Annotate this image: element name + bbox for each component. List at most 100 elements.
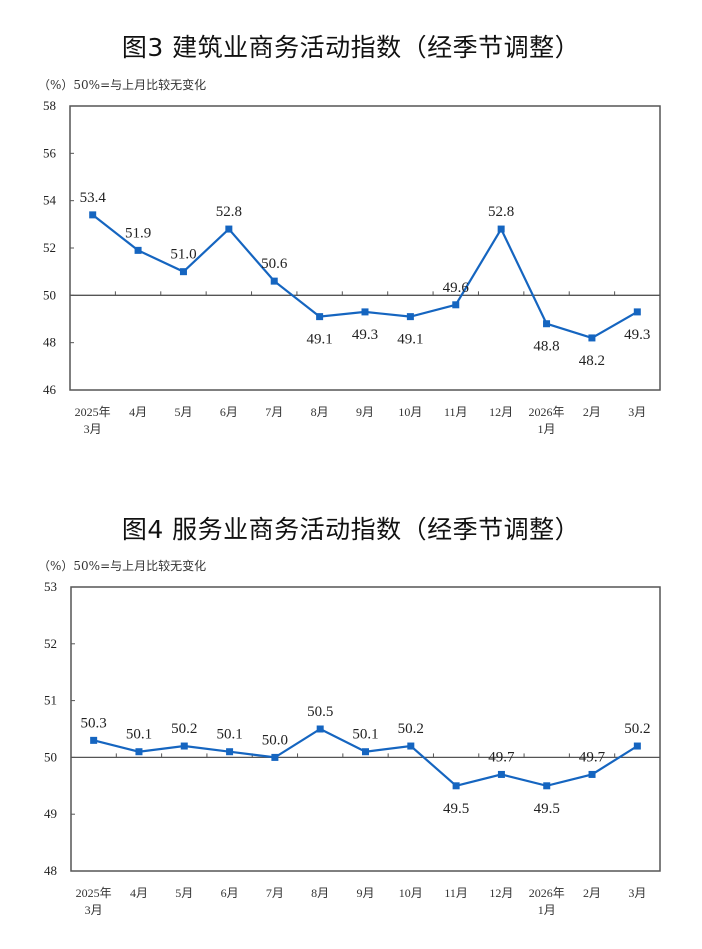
data-point-marker (407, 742, 415, 750)
plot-frame (70, 586, 661, 872)
data-point-marker (633, 308, 641, 316)
data-label: 49.1 (397, 332, 423, 348)
x-tick-label: 2月 (583, 405, 601, 419)
data-label: 52.8 (488, 204, 514, 220)
x-tick-label: 2026年 (529, 405, 565, 419)
y-tick-label: 53 (44, 579, 57, 594)
data-point-marker (543, 320, 551, 328)
y-tick-label: 49 (44, 806, 57, 821)
data-point-marker (89, 211, 97, 219)
data-label: 50.6 (261, 256, 288, 272)
chart-title: 图4 服务业商务活动指数（经季节调整） (121, 515, 581, 544)
data-point-marker (633, 742, 641, 750)
data-label: 49.3 (624, 327, 650, 343)
x-tick-label: 9月 (356, 405, 374, 419)
x-tick-label: 4月 (129, 405, 147, 419)
data-point-marker (180, 742, 188, 750)
data-label: 50.2 (171, 721, 197, 737)
data-label: 49.3 (352, 327, 378, 343)
y-tick-label: 54 (43, 193, 57, 208)
data-label: 49.5 (443, 801, 469, 817)
y-tick-label: 52 (43, 240, 56, 255)
data-point-marker (452, 301, 460, 309)
x-tick-label: 7月 (266, 886, 284, 900)
data-point-marker (271, 753, 279, 761)
y-tick-label: 52 (44, 636, 57, 651)
data-point-marker (362, 748, 369, 756)
x-tick-label: 2025年 (76, 886, 112, 900)
data-label: 50.2 (624, 721, 650, 737)
x-tick-label: 1月 (538, 903, 556, 917)
data-point-marker (543, 782, 551, 790)
data-label: 50.1 (216, 727, 242, 743)
x-tick-label: 5月 (174, 405, 192, 419)
data-point-marker (497, 770, 505, 778)
data-label: 52.8 (216, 204, 242, 220)
chart-construction: 图3 建筑业商务活动指数（经季节调整） （%）50%=与上月比较无变化 46 48… (0, 0, 702, 470)
y-tick-label: 56 (43, 145, 57, 160)
data-label: 49.7 (488, 749, 515, 765)
unit-note: （%）50%=与上月比较无变化 (38, 559, 207, 573)
data-label: 49.7 (579, 749, 606, 765)
data-label: 50.2 (398, 721, 424, 737)
data-point-marker (316, 725, 324, 733)
data-label: 49.6 (443, 280, 470, 296)
x-tick-label: 8月 (311, 886, 329, 900)
data-point-marker (179, 268, 187, 276)
x-tick-label: 11月 (444, 405, 468, 419)
data-label: 49.1 (306, 332, 332, 348)
x-tick-label: 8月 (311, 405, 329, 419)
x-tick-label: 3月 (628, 886, 646, 900)
data-point-marker (316, 313, 324, 321)
data-point-marker (588, 334, 596, 342)
x-tick-label: 12月 (489, 405, 513, 419)
y-tick-label: 48 (43, 335, 56, 350)
data-point-marker (225, 225, 233, 233)
x-tick-label: 11月 (444, 886, 468, 900)
x-tick-label: 10月 (399, 886, 423, 900)
chart-title: 图3 建筑业商务活动指数（经季节调整） (121, 33, 581, 62)
x-tick-label: 2026年 (529, 886, 565, 900)
data-point-marker (270, 277, 278, 285)
x-tick-label: 4月 (130, 886, 148, 900)
data-label: 51.0 (170, 247, 196, 263)
x-tick-label: 1月 (538, 422, 556, 436)
data-point-marker (452, 782, 460, 790)
x-tick-label: 5月 (175, 886, 193, 900)
x-tick-label: 2025年 (75, 405, 111, 419)
data-point-marker (90, 736, 98, 744)
data-label: 53.4 (80, 190, 107, 206)
x-tick-label: 9月 (356, 886, 374, 900)
data-point-marker (135, 748, 143, 756)
data-point-marker (497, 225, 505, 233)
x-tick-label: 10月 (398, 405, 422, 419)
data-label: 50.1 (126, 727, 152, 743)
data-point-marker (361, 308, 369, 316)
x-tick-label: 6月 (220, 405, 238, 419)
y-tick-label: 46 (43, 382, 57, 397)
y-tick-label: 48 (44, 863, 57, 878)
x-tick-label: 3月 (85, 903, 103, 917)
data-label: 51.9 (125, 225, 151, 241)
y-tick-label: 58 (43, 98, 56, 113)
x-tick-label: 7月 (265, 405, 283, 419)
y-tick-label: 51 (44, 693, 57, 708)
data-point-marker (588, 770, 596, 778)
x-tick-label: 3月 (84, 422, 102, 436)
data-label: 50.1 (352, 727, 378, 743)
x-tick-label: 6月 (221, 886, 239, 900)
data-label: 48.2 (579, 353, 605, 369)
data-point-marker (406, 313, 414, 321)
x-tick-label: 2月 (583, 886, 601, 900)
unit-note: （%）50%=与上月比较无变化 (38, 78, 207, 92)
y-tick-label: 50 (44, 749, 57, 764)
x-tick-label: 12月 (489, 886, 513, 900)
data-label: 50.3 (81, 715, 107, 731)
data-label: 50.5 (307, 704, 333, 720)
data-label: 49.5 (534, 801, 560, 817)
data-label: 48.8 (533, 339, 559, 355)
line-plot: 46 48 50 52 54 56 58 2025年 3月 4月 5月 6月 7月 8月 9月 10月 11月 1… (43, 98, 661, 436)
data-point-marker (226, 748, 234, 756)
